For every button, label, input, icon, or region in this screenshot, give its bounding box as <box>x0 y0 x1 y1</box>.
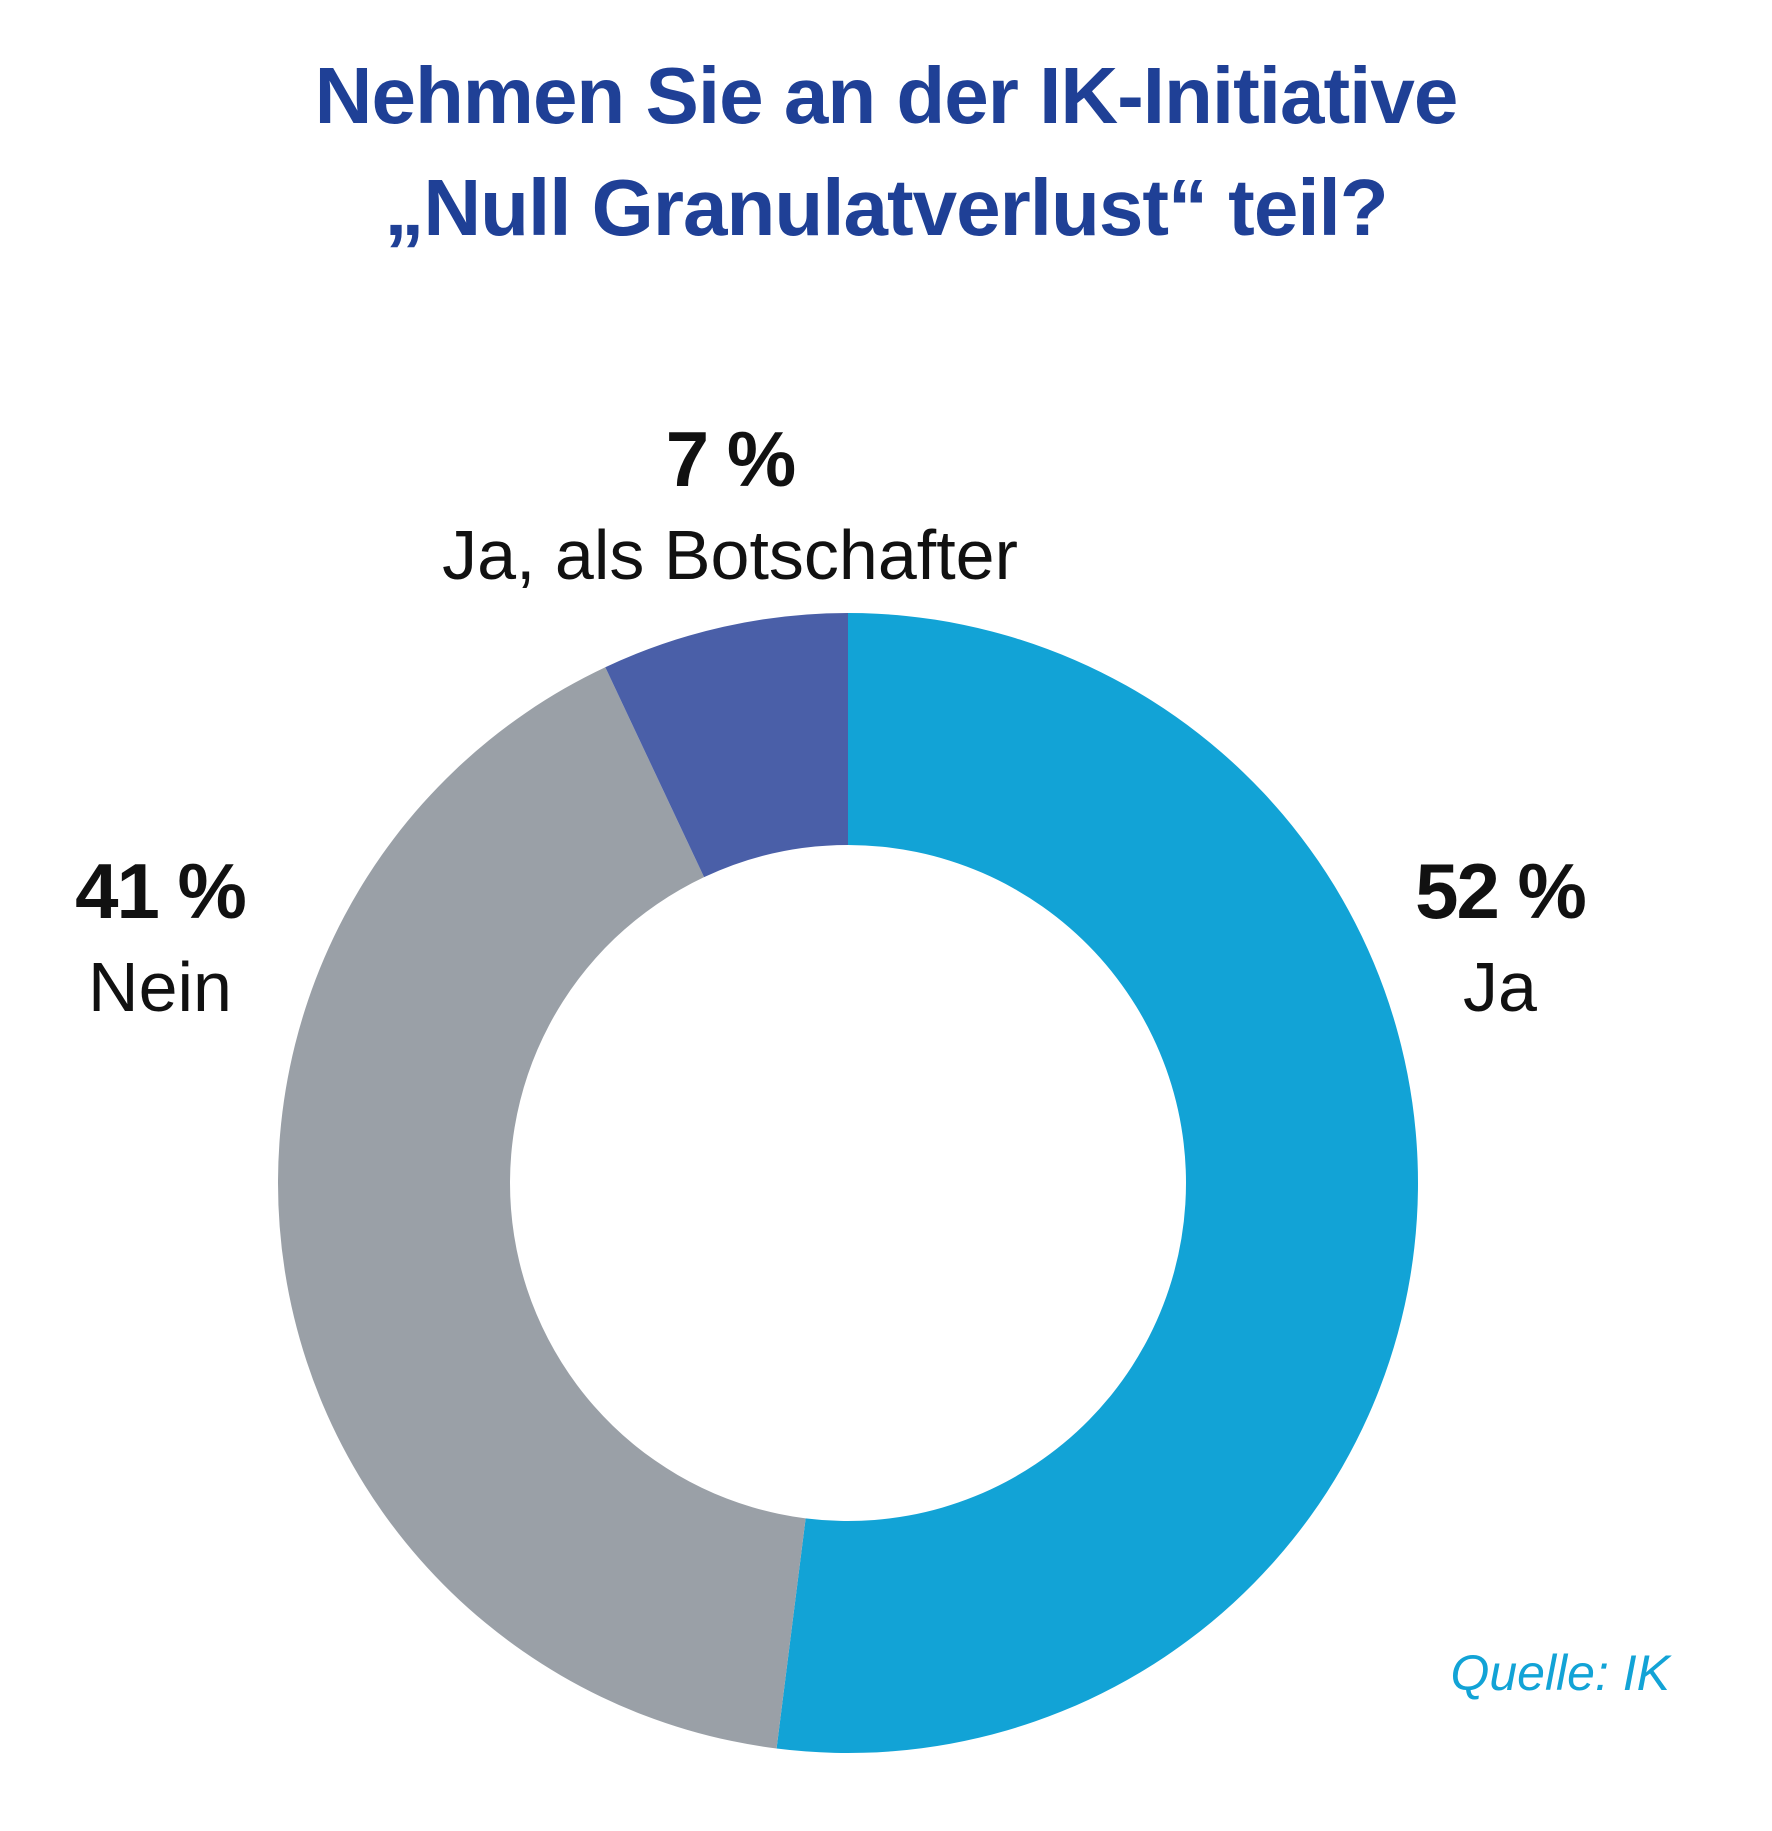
donut-slice-ja-als-botschafter <box>605 613 848 878</box>
slice-category-label-nein: Nein <box>88 948 232 1026</box>
source-note: Quelle: IK <box>1450 1645 1670 1701</box>
slice-value-label-nein: 41 % <box>75 847 247 935</box>
slice-category-label-ja: Ja <box>1463 948 1537 1026</box>
chart-title-line-2: „Null Granulatverlust“ teil? <box>384 163 1388 252</box>
slice-category-label-botschafter: Ja, als Botschafter <box>442 516 1018 594</box>
slice-label-ja: 52 % Ja <box>1380 852 1620 1022</box>
slice-label-nein: 41 % Nein <box>40 852 280 1022</box>
donut-slice-ja <box>776 613 1418 1754</box>
slice-value-label-ja: 52 % <box>1415 847 1587 935</box>
chart-title-line-1: Nehmen Sie an der IK-Initiative <box>314 51 1459 140</box>
slice-value-label-botschafter: 7 % <box>665 415 796 503</box>
slice-label-botschafter: 7 % Ja, als Botschafter <box>420 420 1040 590</box>
donut-slice-nein <box>278 667 806 1749</box>
